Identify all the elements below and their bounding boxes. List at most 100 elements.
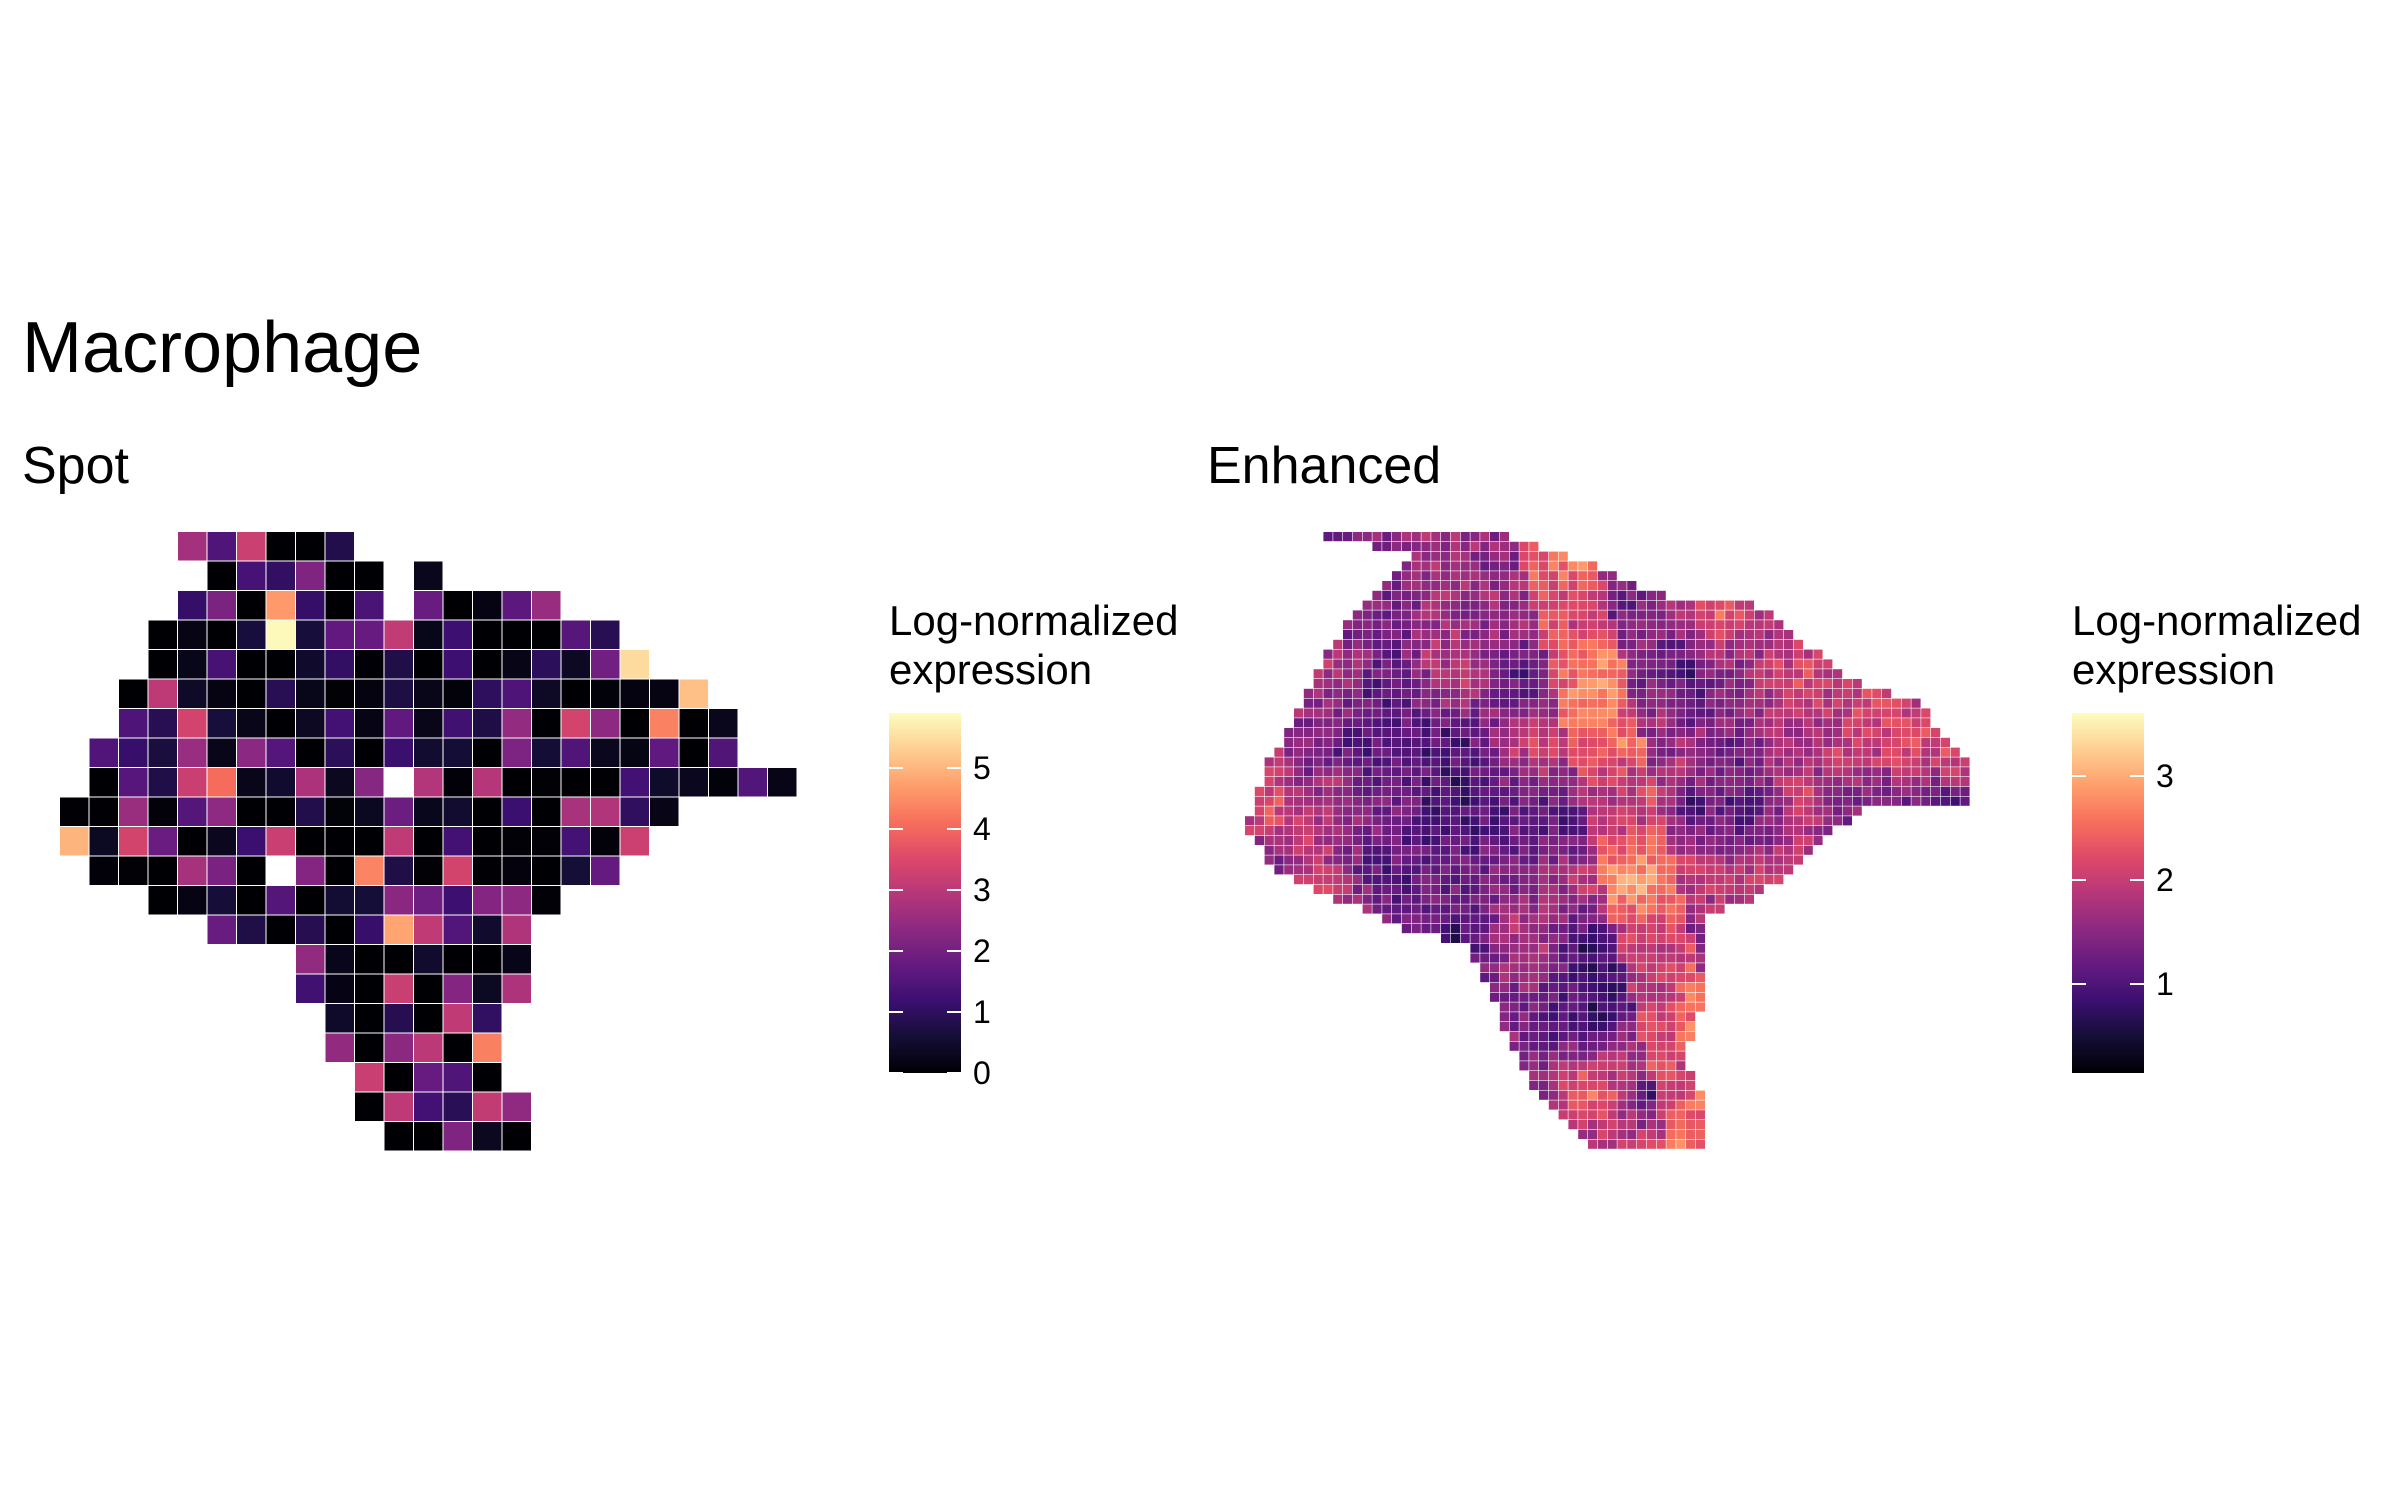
enhanced-cell <box>1735 718 1745 728</box>
enhanced-cell <box>1499 835 1509 845</box>
enhanced-cell <box>1343 786 1353 796</box>
enhanced-cell <box>1578 786 1588 796</box>
enhanced-cell <box>1666 982 1676 992</box>
enhanced-cell <box>1686 973 1696 983</box>
enhanced-cell <box>1793 649 1803 659</box>
enhanced-cell <box>1627 1110 1637 1120</box>
enhanced-cell <box>1882 796 1892 806</box>
spot-cell <box>502 1122 531 1151</box>
enhanced-cell <box>1548 963 1558 973</box>
enhanced-cell <box>1529 659 1539 669</box>
enhanced-cell <box>1431 649 1441 659</box>
enhanced-cell <box>1774 639 1784 649</box>
enhanced-cell <box>1431 541 1441 551</box>
enhanced-cell <box>1470 894 1480 904</box>
enhanced-cell <box>1950 767 1960 777</box>
enhanced-cell <box>1499 884 1509 894</box>
enhanced-cell <box>1499 855 1509 865</box>
enhanced-cell <box>1921 708 1931 718</box>
enhanced-cell <box>1588 639 1598 649</box>
enhanced-cell <box>1499 747 1509 757</box>
enhanced-cell <box>1362 884 1372 894</box>
enhanced-cell <box>1882 718 1892 728</box>
enhanced-cell <box>1460 757 1470 767</box>
enhanced-cell <box>1617 914 1627 924</box>
enhanced-cell <box>1597 737 1607 747</box>
enhanced-cell <box>1637 1139 1647 1149</box>
enhanced-cell <box>1666 796 1676 806</box>
enhanced-cell <box>1656 698 1666 708</box>
enhanced-cell <box>1597 708 1607 718</box>
enhanced-cell <box>1617 581 1627 591</box>
enhanced-cell <box>1509 894 1519 904</box>
spot-cell <box>443 591 472 620</box>
enhanced-cell <box>1666 1041 1676 1051</box>
enhanced-cell <box>1656 924 1666 934</box>
enhanced-cell <box>1823 679 1833 689</box>
enhanced-cell <box>1715 737 1725 747</box>
enhanced-cell <box>1519 953 1529 963</box>
enhanced-cell <box>1490 698 1500 708</box>
enhanced-cell <box>1372 894 1382 904</box>
enhanced-cell <box>1548 816 1558 826</box>
enhanced-cell <box>1627 816 1637 826</box>
enhanced-cell <box>1460 855 1470 865</box>
enhanced-cell <box>1519 943 1529 953</box>
enhanced-cell <box>1646 639 1656 649</box>
spot-cell <box>414 768 443 797</box>
enhanced-cell <box>1313 669 1323 679</box>
enhanced-cell <box>1392 590 1402 600</box>
enhanced-cell <box>1539 806 1549 816</box>
enhanced-cell <box>1725 826 1735 836</box>
enhanced-cell <box>1578 777 1588 787</box>
enhanced-cell <box>1382 610 1392 620</box>
enhanced-cell <box>1509 747 1519 757</box>
enhanced-cell <box>1686 688 1696 698</box>
enhanced-cell <box>1509 728 1519 738</box>
enhanced-cell <box>1490 747 1500 757</box>
spot-cell <box>266 620 295 649</box>
enhanced-cell <box>1646 924 1656 934</box>
enhanced-cell <box>1284 786 1294 796</box>
enhanced-cell <box>1774 865 1784 875</box>
enhanced-cell <box>1421 728 1431 738</box>
enhanced-cell <box>1588 943 1598 953</box>
enhanced-cell <box>1715 669 1725 679</box>
spot-cell <box>414 886 443 915</box>
enhanced-cell <box>1539 982 1549 992</box>
enhanced-cell <box>1392 541 1402 551</box>
enhanced-cell <box>1470 757 1480 767</box>
enhanced-cell <box>1411 649 1421 659</box>
enhanced-cell <box>1480 541 1490 551</box>
enhanced-cell <box>1578 943 1588 953</box>
enhanced-cell <box>1852 708 1862 718</box>
enhanced-cell <box>1558 718 1568 728</box>
enhanced-cell <box>1529 835 1539 845</box>
enhanced-cell <box>1490 786 1500 796</box>
enhanced-cell <box>1842 786 1852 796</box>
enhanced-cell <box>1744 639 1754 649</box>
enhanced-cell <box>1392 855 1402 865</box>
enhanced-cell <box>1833 806 1843 816</box>
enhanced-cell <box>1352 532 1362 542</box>
enhanced-cell <box>1441 826 1451 836</box>
enhanced-cell <box>1421 796 1431 806</box>
enhanced-cell <box>1627 1002 1637 1012</box>
enhanced-cell <box>1392 786 1402 796</box>
enhanced-cell <box>1891 786 1901 796</box>
enhanced-cell <box>1656 806 1666 816</box>
enhanced-cell <box>1617 796 1627 806</box>
enhanced-cell <box>1568 933 1578 943</box>
enhanced-cell <box>1872 757 1882 767</box>
enhanced-cell <box>1725 669 1735 679</box>
enhanced-cell <box>1607 914 1617 924</box>
enhanced-cell <box>1558 845 1568 855</box>
enhanced-cell <box>1578 1110 1588 1120</box>
enhanced-cell <box>1588 747 1598 757</box>
enhanced-cell <box>1343 532 1353 542</box>
enhanced-cell <box>1627 777 1637 787</box>
enhanced-cell <box>1294 737 1304 747</box>
enhanced-cell <box>1774 728 1784 738</box>
enhanced-cell <box>1666 963 1676 973</box>
spot-cell <box>266 827 295 856</box>
